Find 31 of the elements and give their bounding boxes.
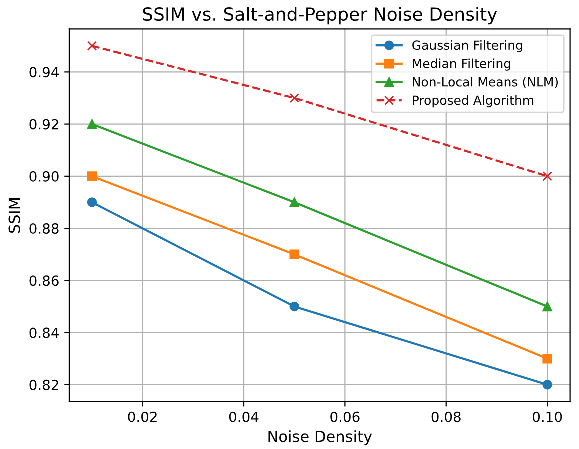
legend-label: Gaussian Filtering <box>412 40 522 53</box>
legend-label: Median Filtering <box>413 58 510 71</box>
chart-title: SSIM vs. Salt-and-Pepper Noise Density <box>143 7 498 25</box>
point <box>290 93 300 104</box>
x-tick-label: 0.02 <box>128 412 157 422</box>
legend-label: Non-Local Means (NLM) <box>413 77 558 88</box>
point <box>542 172 552 182</box>
point <box>542 380 552 390</box>
y-tick-label: 0.84 <box>30 328 59 338</box>
y-tick-label: 0.94 <box>30 67 59 78</box>
x-tick-label: 0.04 <box>229 412 259 422</box>
x-tick-label: 0.06 <box>330 412 360 422</box>
x-tick-label: 0.10 <box>533 412 562 422</box>
y-tick-label: 0.92 <box>30 119 58 130</box>
y-axis-title: SSIM <box>8 198 20 234</box>
point <box>87 198 98 208</box>
point <box>290 250 300 260</box>
point <box>87 172 98 182</box>
point <box>87 119 98 130</box>
x-tick-label: 0.08 <box>432 412 461 422</box>
y-tick-label: 0.86 <box>30 276 59 286</box>
point <box>290 302 300 312</box>
point <box>87 41 98 51</box>
legend-label: Proposed Algorithm <box>413 95 534 108</box>
point <box>542 302 552 312</box>
x-axis-title: Noise Density <box>268 430 372 446</box>
point <box>290 198 300 208</box>
y-tick-label: 0.82 <box>30 380 58 390</box>
y-tick-label: 0.88 <box>30 224 59 234</box>
y-tick-label: 0.90 <box>30 171 59 182</box>
point <box>542 354 552 364</box>
